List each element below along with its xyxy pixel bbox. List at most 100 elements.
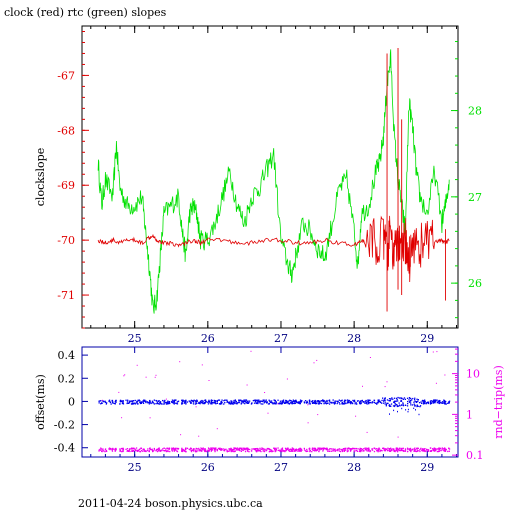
- offset-outlier: [416, 405, 418, 408]
- offset-point: [430, 400, 432, 402]
- offset-point: [120, 400, 123, 403]
- offset-point: [111, 400, 113, 402]
- roundtrip-point: [322, 447, 324, 449]
- offset-point: [333, 402, 336, 404]
- roundtrip-point: [254, 449, 256, 451]
- offset-point: [121, 402, 124, 405]
- offset-point: [382, 397, 384, 399]
- offset-point: [398, 397, 401, 399]
- offset-point: [191, 400, 193, 402]
- offset-point: [384, 403, 386, 405]
- offset-point: [104, 400, 106, 402]
- offset-point: [149, 400, 151, 403]
- roundtrip-point: [228, 448, 230, 450]
- roundtrip-point: [119, 449, 122, 451]
- roundtrip-point: [382, 447, 384, 449]
- offset-point: [175, 402, 177, 404]
- roundtrip-point: [119, 448, 121, 450]
- offset-point: [294, 402, 296, 405]
- roundtrip-point: [386, 450, 389, 452]
- offset-point: [239, 399, 241, 401]
- offset-point: [260, 400, 262, 402]
- offset-point: [419, 405, 422, 407]
- offset-outlier: [407, 411, 409, 413]
- offset-point: [286, 401, 288, 404]
- roundtrip-outlier: [444, 374, 446, 376]
- roundtrip-point: [289, 448, 291, 451]
- offset-point: [199, 401, 201, 403]
- offset-point: [401, 404, 403, 406]
- offset-point: [287, 401, 289, 404]
- offset-point: [324, 402, 327, 404]
- offset-point: [333, 403, 336, 405]
- roundtrip-point: [280, 450, 282, 452]
- roundtrip-point: [422, 448, 424, 450]
- roundtrip-point: [175, 449, 177, 451]
- offset-point: [438, 402, 440, 404]
- offset-point: [262, 399, 264, 401]
- offset-point: [243, 399, 245, 401]
- roundtrip-point: [262, 448, 264, 450]
- roundtrip-point: [390, 449, 393, 451]
- roundtrip-point: [131, 450, 133, 452]
- roundtrip-point: [353, 450, 355, 452]
- roundtrip-point: [241, 448, 243, 450]
- offset-point: [418, 402, 421, 404]
- roundtrip-point: [244, 449, 246, 451]
- roundtrip-outlier: [250, 350, 252, 352]
- offset-point: [388, 405, 391, 407]
- roundtrip-point: [167, 447, 169, 450]
- roundtrip-point: [224, 449, 226, 451]
- roundtrip-outlier: [195, 406, 197, 408]
- offset-point: [162, 399, 164, 402]
- offset-point: [190, 401, 192, 403]
- offset-point: [284, 402, 286, 404]
- roundtrip-point: [142, 450, 144, 452]
- offset-point: [145, 401, 147, 404]
- roundtrip-point: [140, 450, 143, 452]
- roundtrip-point: [219, 448, 221, 450]
- roundtrip-point: [132, 448, 134, 450]
- bottom-y-axis-label: offset(ms): [34, 374, 47, 430]
- offset-point: [173, 400, 176, 403]
- roundtrip-point: [260, 450, 262, 453]
- roundtrip-point: [268, 448, 271, 450]
- roundtrip-outlier: [101, 399, 103, 401]
- offset-point: [408, 399, 410, 401]
- offset-point: [173, 400, 175, 402]
- roundtrip-point: [287, 447, 289, 449]
- roundtrip-point: [243, 447, 245, 449]
- roundtrip-point: [148, 450, 150, 453]
- offset-point: [263, 402, 265, 404]
- offset-point: [146, 401, 149, 403]
- offset-point: [432, 401, 434, 403]
- offset-point: [275, 403, 277, 405]
- offset-point: [317, 401, 319, 403]
- offset-point: [334, 400, 336, 402]
- roundtrip-point: [232, 450, 234, 453]
- offset-point: [393, 401, 396, 404]
- offset-point: [153, 399, 155, 401]
- offset-point: [338, 402, 340, 404]
- offset-point: [159, 401, 162, 404]
- roundtrip-point: [366, 448, 368, 450]
- top-y-tick-label: -70: [57, 234, 75, 247]
- roundtrip-point: [158, 448, 161, 450]
- roundtrip-point: [218, 448, 221, 450]
- roundtrip-point: [230, 448, 232, 450]
- roundtrip-outlier: [384, 386, 386, 388]
- offset-point: [210, 399, 213, 401]
- roundtrip-point: [216, 449, 218, 451]
- roundtrip-point: [278, 449, 280, 451]
- offset-point: [318, 401, 320, 403]
- offset-point: [108, 400, 110, 402]
- roundtrip-point: [297, 450, 299, 452]
- offset-point: [343, 400, 345, 402]
- offset-point: [105, 403, 107, 405]
- offset-point: [413, 401, 415, 403]
- offset-point: [433, 399, 435, 401]
- offset-point: [417, 405, 419, 407]
- roundtrip-point: [137, 450, 139, 452]
- top-y2-tick-label: 27: [468, 191, 482, 204]
- offset-point: [402, 405, 405, 407]
